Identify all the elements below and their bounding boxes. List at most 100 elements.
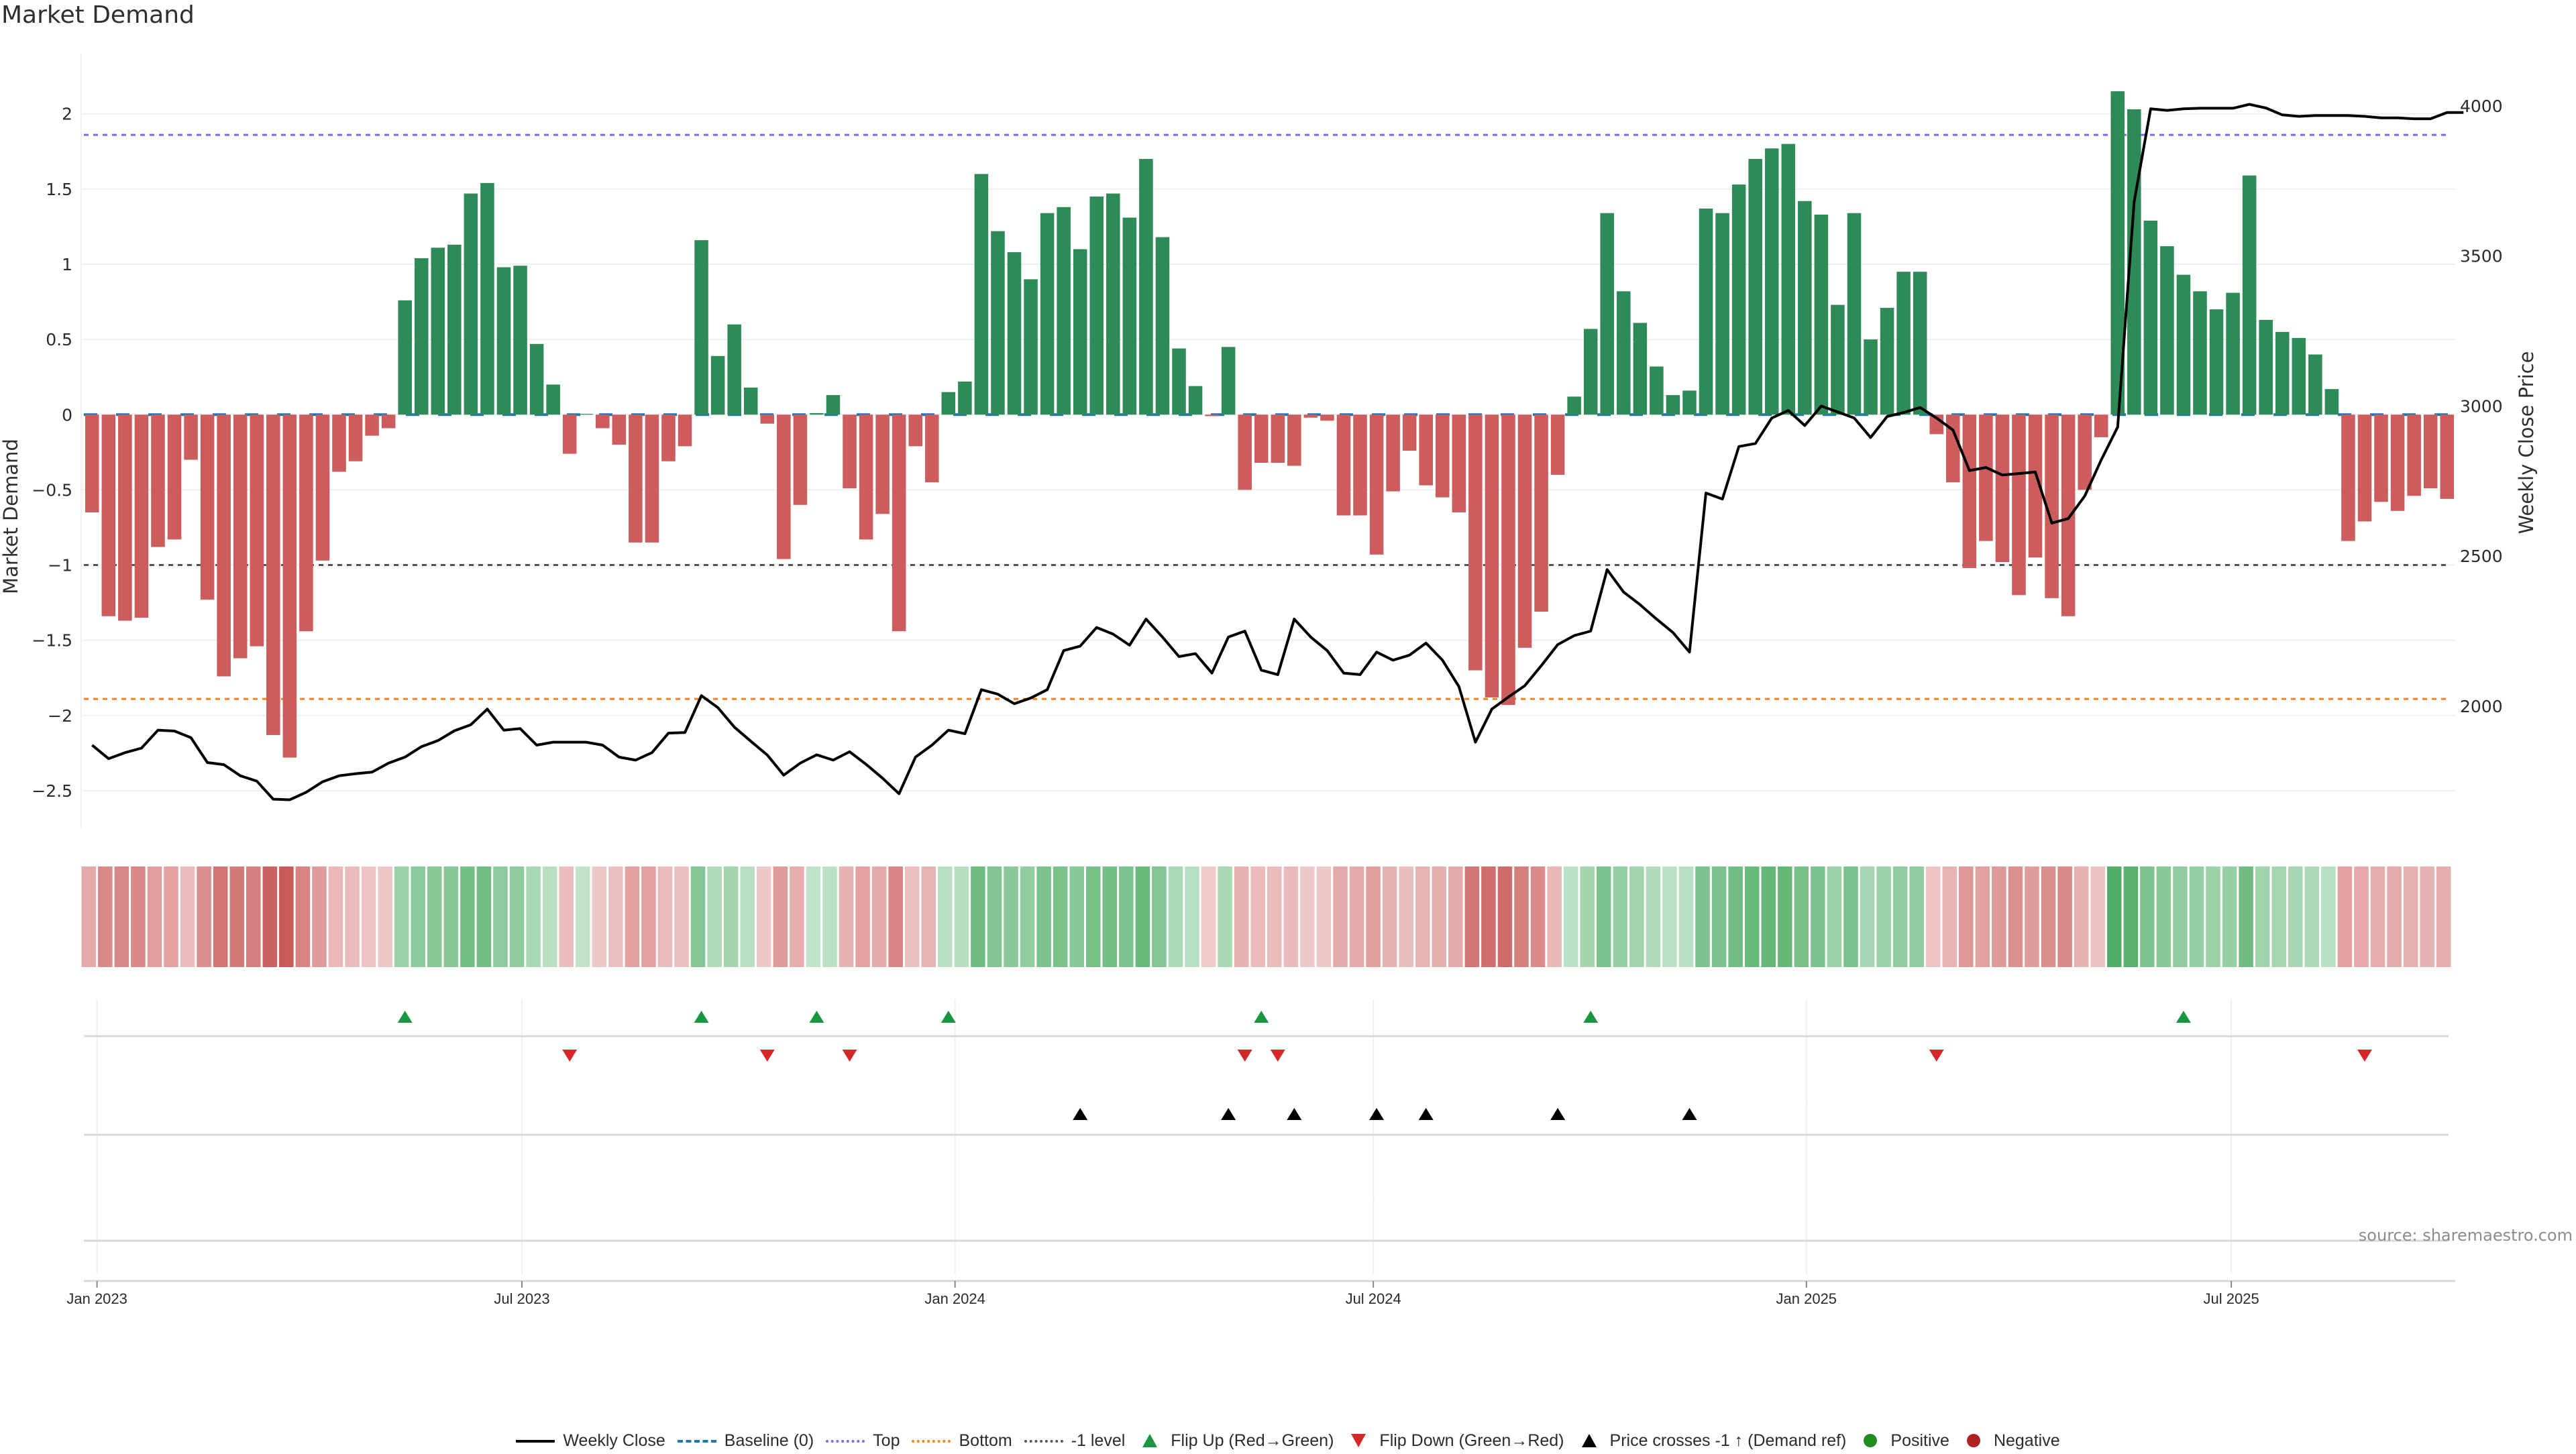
negative-demand-bar: [315, 414, 330, 561]
negative-demand-bar: [1419, 414, 1433, 486]
positive-demand-bar: [2226, 292, 2240, 415]
negative-demand-bar: [134, 414, 149, 618]
heat-cell-negative: [246, 866, 261, 967]
flip-down-marker: [1237, 1050, 1252, 1062]
flip-down-marker: [842, 1050, 857, 1062]
positive-demand-bar: [496, 267, 511, 415]
negative-demand-bar: [1517, 414, 1532, 648]
flip-up-marker: [397, 1011, 413, 1023]
legend-label: Bottom: [959, 1431, 1012, 1450]
source-note: source: sharemaestro.com: [2359, 1226, 2573, 1245]
legend-item-flip-down[interactable]: Flip Down (Green→Red): [1346, 1431, 1564, 1451]
heat-cell-negative: [1530, 866, 1546, 967]
legend-item-bottom[interactable]: Bottom: [912, 1431, 1012, 1451]
heat-cell-negative: [921, 866, 936, 967]
positive-demand-bar: [2193, 291, 2207, 415]
heat-cell-negative: [1333, 866, 1348, 967]
positive-demand-bar: [1831, 304, 1845, 415]
price-cross-marker: [1073, 1108, 1088, 1120]
market-demand-chart: 2 1.5 1 0.5 0 −0.5 −1 −1.5 −2 −2.5 4000 3500 3000 25…: [0, 54, 2573, 1307]
heat-cell-negative: [2387, 866, 2402, 967]
heat-cell-negative: [229, 866, 244, 967]
signal-rows: [84, 999, 2449, 1274]
positive-demand-bar: [1122, 217, 1137, 415]
negative-demand-bar: [859, 414, 873, 540]
heat-cell-negative: [1415, 866, 1430, 967]
negative-demand-bar: [151, 414, 165, 547]
legend-line-swatch: [826, 1440, 865, 1443]
negative-demand-bar: [1979, 414, 1993, 541]
positive-demand-bar: [2308, 354, 2322, 415]
negative-demand-bar: [1945, 414, 1960, 483]
negative-demand-bar: [892, 414, 906, 632]
negative-demand-bar: [2374, 414, 2388, 502]
positive-demand-bar: [1814, 214, 1829, 415]
left-axis-title: Market Demand: [0, 439, 22, 594]
y2-tick-label: 2500: [2460, 547, 2503, 566]
heat-cell-positive: [1053, 866, 1068, 967]
positive-demand-bar: [480, 182, 494, 415]
heat-cell-positive: [1728, 866, 1743, 967]
negative-demand-bar: [1452, 414, 1466, 513]
price-cross-marker: [1369, 1108, 1385, 1120]
legend-label: Top: [873, 1431, 900, 1450]
heat-cell-positive: [2156, 866, 2171, 967]
legend-item-positive[interactable]: Positive: [1858, 1431, 1949, 1451]
positive-demand-bar: [1600, 213, 1615, 415]
negative-demand-bar: [661, 414, 676, 461]
negative-demand-bar: [1550, 414, 1565, 475]
flip-up-marker: [1583, 1011, 1599, 1023]
heat-cell-positive: [723, 866, 739, 967]
heat-cell-negative: [1432, 866, 1447, 967]
x-tick-label: Jul 2025: [2204, 1290, 2259, 1307]
heat-cell-negative: [2025, 866, 2039, 967]
heat-cell-positive: [1563, 866, 1578, 967]
heat-cell-negative: [756, 866, 771, 967]
negative-demand-bar: [2423, 414, 2438, 489]
positive-demand-bar: [2110, 91, 2125, 415]
heat-cell-negative: [345, 866, 360, 967]
negative-demand-bar: [1254, 414, 1269, 463]
heat-cell-positive: [2189, 866, 2204, 967]
heat-cell-positive: [1119, 866, 1134, 967]
negative-demand-bar: [2341, 414, 2355, 541]
positive-demand-bar: [1007, 252, 1022, 415]
negative-demand-bar: [1402, 414, 1417, 451]
heat-cell-positive: [690, 866, 706, 967]
flip-up-marker: [694, 1011, 709, 1023]
positive-demand-bar: [2259, 319, 2273, 415]
x-tick-label: Jul 2024: [1346, 1290, 1401, 1307]
heat-cell-positive: [1069, 866, 1084, 967]
positive-demand-bar: [1057, 207, 1071, 415]
positive-demand-bar: [1715, 213, 1729, 415]
positive-demand-bar: [1073, 249, 1087, 415]
heat-cell-negative: [1316, 866, 1332, 967]
heat-cell-positive: [1102, 866, 1118, 967]
legend-item-minus1[interactable]: -1 level: [1024, 1431, 1125, 1451]
positive-demand-bar: [1764, 148, 1779, 415]
heat-cell-negative: [1234, 866, 1249, 967]
legend-item-flip-up[interactable]: Flip Up (Red→Green): [1137, 1431, 1334, 1451]
heat-cell-negative: [1448, 866, 1463, 967]
legend-item-weekly-close[interactable]: Weekly Close: [516, 1431, 665, 1451]
heat-cell-negative: [888, 866, 903, 967]
negative-demand-bar: [793, 414, 808, 505]
positive-demand-bar: [1155, 237, 1170, 415]
heat-cell-negative: [641, 866, 656, 967]
positive-demand-bar: [941, 392, 956, 415]
positive-demand-bar: [1913, 272, 1927, 415]
heat-cell-negative: [1464, 866, 1480, 967]
legend-item-price-cross[interactable]: Price crosses -1 ↑ (Demand ref): [1576, 1431, 1846, 1451]
legend-item-baseline[interactable]: Baseline (0): [677, 1431, 814, 1451]
price-cross-marker: [1418, 1108, 1434, 1120]
legend-item-top[interactable]: Top: [826, 1431, 900, 1451]
heat-cell-negative: [790, 866, 804, 967]
heat-cell-positive: [740, 866, 755, 967]
heat-cell-positive: [1085, 866, 1101, 967]
heat-cell-positive: [476, 866, 492, 967]
heat-cell-positive: [1218, 866, 1232, 967]
legend-item-negative[interactable]: Negative: [1962, 1431, 2060, 1451]
positive-demand-bar: [1896, 272, 1911, 415]
positive-demand-bar: [1567, 396, 1581, 415]
heat-cell-positive: [1613, 866, 1628, 967]
